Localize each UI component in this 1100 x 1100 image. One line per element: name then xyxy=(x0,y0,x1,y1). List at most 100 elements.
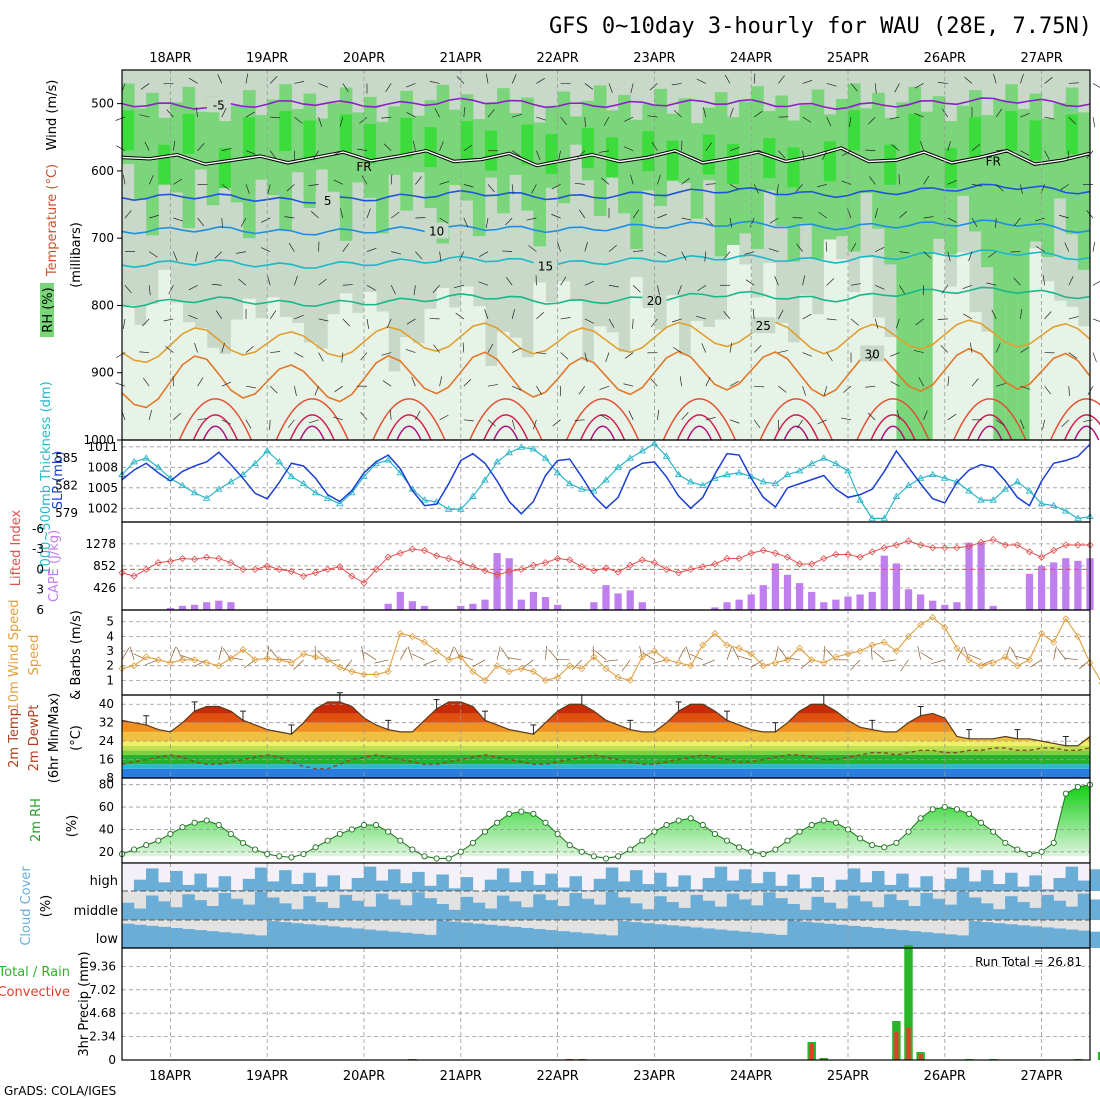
cloud-bar xyxy=(327,875,340,891)
warm-core-contour xyxy=(396,425,422,441)
wind-barb xyxy=(308,419,319,424)
cloud-bar xyxy=(460,877,474,891)
rh-marker xyxy=(397,837,404,844)
rh-area-dry xyxy=(569,300,583,440)
wind-tick-label: 4 xyxy=(106,629,114,643)
cloud-bar xyxy=(799,888,812,891)
rh-marker xyxy=(360,821,368,829)
temp-band xyxy=(122,768,1090,778)
lifted-index-marker xyxy=(445,554,453,563)
cloud-bar xyxy=(1041,927,1054,948)
wind-barb xyxy=(996,149,1007,152)
wind-tick-label: 3 xyxy=(106,644,114,658)
cloud-bar xyxy=(920,892,933,920)
wind-barb xyxy=(318,83,329,88)
wind-barb xyxy=(705,377,711,387)
contour-label-bg xyxy=(860,345,885,362)
rh-marker xyxy=(687,815,694,822)
rh-area-dry xyxy=(799,294,813,440)
wind-barb xyxy=(628,410,634,420)
wind-barb xyxy=(729,342,733,353)
rh-area-saturated xyxy=(218,148,232,189)
cloud-bar xyxy=(194,900,207,920)
cloud-bar xyxy=(1017,902,1030,920)
rh-area-saturated xyxy=(763,137,776,178)
wind-barb xyxy=(511,309,515,319)
wind-barb xyxy=(753,419,761,429)
cloud-bar xyxy=(847,868,861,891)
wind-barb xyxy=(947,141,951,151)
wind-speed-marker xyxy=(408,632,416,640)
cloud-bar xyxy=(400,883,413,891)
wind-barb xyxy=(584,318,594,324)
cloud-bar xyxy=(363,906,377,920)
cloud-bar xyxy=(968,881,982,891)
rh-area-wet xyxy=(932,96,946,239)
wind-barb xyxy=(139,114,150,118)
cloud-bar xyxy=(1005,896,1018,920)
cloud-bar xyxy=(315,886,328,891)
wind-barb xyxy=(744,251,755,255)
wind-barb xyxy=(122,174,126,185)
rh-area-dry xyxy=(533,282,546,440)
wind-barb xyxy=(381,352,392,356)
thickness-marker xyxy=(444,505,453,512)
wind-barb xyxy=(415,251,423,260)
rh-area-wet xyxy=(896,102,909,227)
wind-speed-marker xyxy=(844,650,852,658)
axis-label-wind10m: 10m Wind Speed xyxy=(7,600,22,711)
wind-barb xyxy=(478,281,489,286)
wind-barb xyxy=(778,350,789,353)
wind-barb xyxy=(1063,657,1078,661)
rh-area-dry xyxy=(400,337,413,440)
rh-marker xyxy=(893,839,900,846)
cloud-bar xyxy=(533,894,546,920)
wind-barb xyxy=(342,318,350,327)
cloud-bar xyxy=(327,926,340,948)
thickness-marker xyxy=(553,468,562,476)
wind-barb xyxy=(144,141,150,151)
wind-barb xyxy=(795,184,803,193)
wind-speed-marker xyxy=(299,650,308,658)
wind-speed-marker xyxy=(529,667,537,676)
wind-barb xyxy=(415,410,421,420)
wind-barb xyxy=(671,318,682,323)
rh-area-wet xyxy=(569,116,583,145)
wind-barb xyxy=(432,285,440,293)
cloud-bar xyxy=(388,931,401,948)
wind-barb xyxy=(487,419,496,427)
wind-speed-marker xyxy=(808,656,816,664)
rh-tick-label: 40 xyxy=(99,822,114,836)
rh-marker xyxy=(566,842,573,849)
cloud-bar xyxy=(242,904,256,920)
rh-area-saturated xyxy=(460,121,474,162)
thickness-marker xyxy=(795,467,804,474)
wind-speed-marker xyxy=(1013,662,1021,670)
cloud-bar xyxy=(690,894,703,920)
wind-speed-marker xyxy=(372,670,380,679)
rh-area-wet xyxy=(1053,102,1067,199)
wind-barb xyxy=(124,210,132,219)
cape-bar xyxy=(844,596,852,610)
thickness-marker xyxy=(892,492,901,499)
top-date-label: 25APR xyxy=(827,51,869,66)
rh-area-wet xyxy=(170,102,183,193)
wind-speed-marker xyxy=(941,624,949,632)
wind-speed-line xyxy=(121,616,1100,682)
rh-area-wet xyxy=(811,89,825,260)
cloud-bar xyxy=(593,878,607,891)
wind-barb xyxy=(705,217,713,226)
wind-tick-label: 5 xyxy=(106,615,114,629)
bottom-date-label: 23APR xyxy=(633,1069,675,1084)
wind-speed-marker xyxy=(759,662,767,670)
thickness-marker xyxy=(928,470,937,478)
thickness-marker xyxy=(868,514,876,521)
lifted-index-marker xyxy=(263,562,271,570)
wind-barb xyxy=(889,352,900,357)
wind-barb xyxy=(729,107,734,118)
cape-bar xyxy=(941,604,949,610)
cape-bar xyxy=(1050,562,1058,610)
wind-barb xyxy=(406,112,416,118)
rh-marker xyxy=(1050,839,1057,846)
wind-speed-marker xyxy=(626,676,634,684)
